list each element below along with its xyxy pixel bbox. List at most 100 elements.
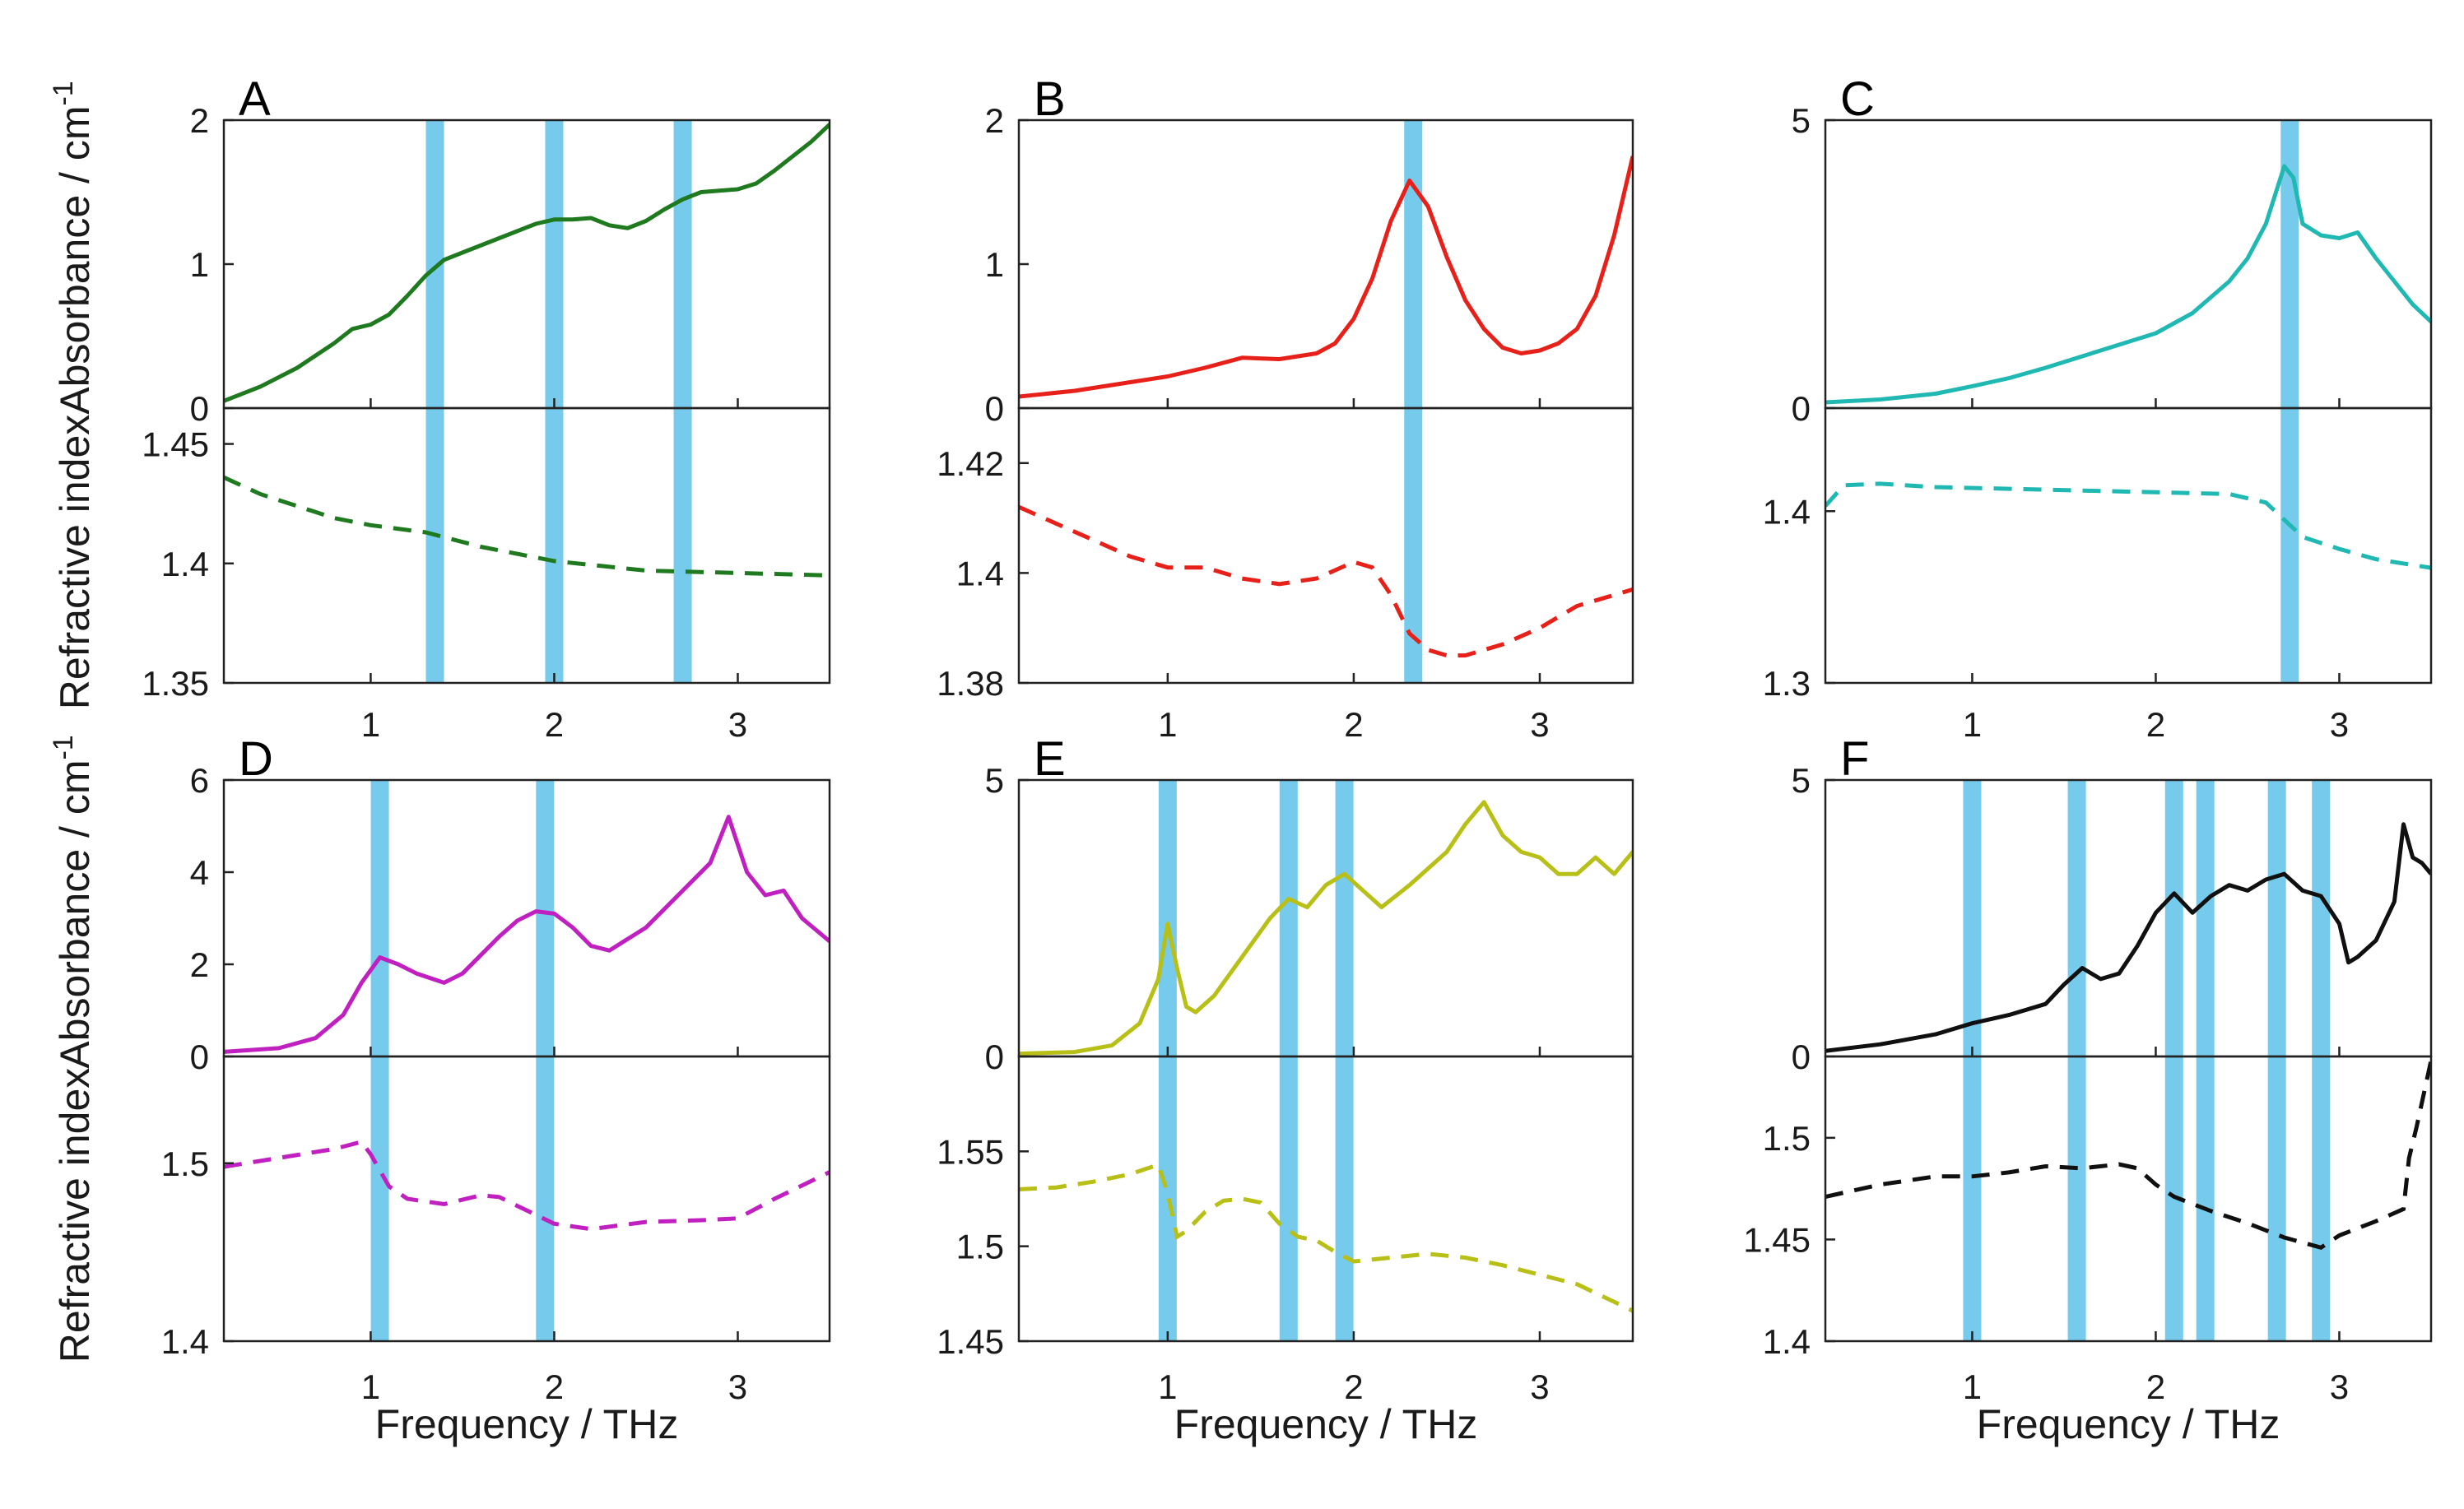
band-E-2 bbox=[1279, 780, 1298, 1341]
refractive-line-C bbox=[1825, 481, 2431, 570]
x-tick-label-C-2: 2 bbox=[2146, 705, 2165, 744]
panel-label-A: A bbox=[239, 72, 271, 126]
ref-y-tick-label-B-1.38: 1.38 bbox=[937, 664, 1004, 703]
abs-y-tick-label-A-2: 2 bbox=[190, 101, 209, 140]
ref-y-tick-label-A-1.35: 1.35 bbox=[142, 664, 209, 703]
band-D-1 bbox=[370, 780, 389, 1341]
ref-y-tick-label-D-1.4: 1.4 bbox=[161, 1322, 209, 1361]
ref-y-tick-label-F-1.4: 1.4 bbox=[1763, 1322, 1811, 1361]
refractive-line-D bbox=[224, 1139, 830, 1232]
ref-y-tick-label-F-1.45: 1.45 bbox=[1743, 1220, 1811, 1259]
band-F-3 bbox=[2164, 780, 2183, 1341]
ref-y-tick-label-D-1.5: 1.5 bbox=[161, 1145, 209, 1183]
refractive-line-A bbox=[224, 475, 830, 578]
abs-y-tick-label-D-4: 4 bbox=[190, 853, 209, 892]
x-tick-label-D-2: 2 bbox=[545, 1367, 564, 1406]
abs-y-tick-label-F-0: 0 bbox=[1792, 1038, 1811, 1076]
y-axis-label-absorbance-bottom: Absorbance / cm-1 bbox=[48, 735, 98, 1068]
x-tick-label-F-2: 2 bbox=[2146, 1367, 2165, 1406]
panel-B: 1 2 3 0 1 2 1.38 1.4 1.42 B bbox=[937, 72, 1634, 744]
abs-y-tick-label-B-2: 2 bbox=[985, 101, 1004, 140]
abs-y-tick-label-C-0: 0 bbox=[1792, 389, 1811, 428]
panel-F: 1 2 3 0 5 1.4 1.45 1.5 F bbox=[1743, 732, 2433, 1406]
band-C-1 bbox=[2280, 120, 2299, 683]
x-tick-label-E-1: 1 bbox=[1158, 1367, 1177, 1406]
x-tick-label-F-1: 1 bbox=[1963, 1367, 1982, 1406]
panel-C: 1 2 3 0 5 1.3 1.4 C bbox=[1763, 72, 2433, 744]
abs-y-tick-label-D-6: 6 bbox=[190, 761, 209, 800]
x-tick-label-B-2: 2 bbox=[1344, 705, 1363, 744]
x-tick-label-A-3: 3 bbox=[728, 705, 747, 744]
absorbance-line-F bbox=[1825, 822, 2431, 1053]
absorbance-line-E bbox=[1019, 800, 1633, 1056]
ref-y-tick-label-E-1.45: 1.45 bbox=[937, 1322, 1004, 1361]
panel-label-F: F bbox=[1840, 732, 1869, 786]
x-tick-label-E-3: 3 bbox=[1530, 1367, 1549, 1406]
band-F-5 bbox=[2267, 780, 2286, 1341]
band-F-1 bbox=[1963, 780, 1982, 1341]
panel-label-B: B bbox=[1034, 72, 1066, 126]
band-E-1 bbox=[1158, 780, 1177, 1341]
absorbance-line-A bbox=[224, 123, 830, 403]
ref-y-tick-label-A-1.4: 1.4 bbox=[161, 545, 209, 583]
panel-D: 1 2 3 0 2 4 6 1.4 1.5 D bbox=[161, 732, 831, 1406]
refractive-frame-D bbox=[222, 1055, 831, 1343]
ref-y-tick-label-E-1.55: 1.55 bbox=[937, 1132, 1004, 1171]
refractive-frame-F bbox=[1824, 1055, 2433, 1343]
absorbance-frame-A bbox=[222, 118, 831, 410]
absorbance-frame-D bbox=[222, 778, 831, 1058]
ref-y-tick-label-B-1.42: 1.42 bbox=[937, 444, 1004, 483]
x-tick-label-A-1: 1 bbox=[361, 705, 380, 744]
absorbance-line-C bbox=[1825, 164, 2431, 405]
x-tick-label-C-3: 3 bbox=[2330, 705, 2349, 744]
x-tick-label-E-2: 2 bbox=[1344, 1367, 1363, 1406]
panel-label-E: E bbox=[1034, 732, 1066, 786]
x-axis-label-3: Frequency / THz bbox=[1977, 1401, 2280, 1447]
band-F-2 bbox=[2067, 780, 2086, 1341]
abs-y-tick-label-E-0: 0 bbox=[985, 1038, 1004, 1076]
absorbance-line-D bbox=[224, 815, 830, 1054]
abs-y-tick-label-A-0: 0 bbox=[190, 389, 209, 428]
absorbance-frame-B bbox=[1017, 118, 1634, 410]
band-B-1 bbox=[1404, 120, 1423, 683]
x-tick-label-B-3: 3 bbox=[1530, 705, 1549, 744]
band-F-6 bbox=[2312, 780, 2331, 1341]
y-axis-label-refractive-bottom: Refractive index bbox=[52, 1068, 98, 1363]
absorbance-frame-E bbox=[1017, 778, 1634, 1058]
y-axis-label-refractive-top: Refractive index bbox=[52, 415, 98, 710]
refractive-frame-B bbox=[1017, 406, 1634, 685]
x-tick-label-B-1: 1 bbox=[1158, 705, 1177, 744]
panel-E: 1 2 3 0 5 1.45 1.5 1.55 E bbox=[937, 732, 1634, 1406]
absorbance-line-B bbox=[1019, 156, 1633, 399]
abs-y-tick-label-D-0: 0 bbox=[190, 1038, 209, 1076]
panel-label-C: C bbox=[1840, 72, 1875, 126]
x-tick-label-D-1: 1 bbox=[361, 1367, 380, 1406]
ref-y-tick-label-C-1.3: 1.3 bbox=[1763, 664, 1811, 703]
refractive-line-E bbox=[1019, 1162, 1633, 1313]
abs-y-tick-label-E-5: 5 bbox=[985, 761, 1004, 800]
panel-label-D: D bbox=[239, 732, 273, 786]
ref-y-tick-label-C-1.4: 1.4 bbox=[1763, 492, 1811, 531]
x-tick-label-D-3: 3 bbox=[728, 1367, 747, 1406]
band-F-4 bbox=[2196, 780, 2215, 1341]
x-tick-label-C-1: 1 bbox=[1963, 705, 1982, 744]
abs-y-tick-label-B-1: 1 bbox=[985, 245, 1004, 284]
absorbance-frame-C bbox=[1824, 118, 2433, 410]
abs-y-tick-label-B-0: 0 bbox=[985, 389, 1004, 428]
x-axis-label-2: Frequency / THz bbox=[1174, 1401, 1478, 1447]
ref-y-tick-label-B-1.4: 1.4 bbox=[956, 554, 1004, 592]
x-tick-label-A-2: 2 bbox=[545, 705, 564, 744]
refractive-frame-C bbox=[1824, 406, 2433, 685]
ref-y-tick-label-F-1.5: 1.5 bbox=[1763, 1119, 1811, 1158]
abs-y-tick-label-C-5: 5 bbox=[1792, 101, 1811, 140]
band-A-3 bbox=[673, 120, 692, 683]
panel-A: 1 2 3 0 1 2 1.35 1.4 1.45 A bbox=[142, 72, 831, 744]
ref-y-tick-label-E-1.5: 1.5 bbox=[956, 1228, 1004, 1266]
band-A-1 bbox=[425, 120, 444, 683]
abs-y-tick-label-A-1: 1 bbox=[190, 245, 209, 284]
band-D-2 bbox=[536, 780, 555, 1341]
x-axis-label-1: Frequency / THz bbox=[375, 1401, 679, 1447]
refractive-line-F bbox=[1825, 1060, 2431, 1251]
